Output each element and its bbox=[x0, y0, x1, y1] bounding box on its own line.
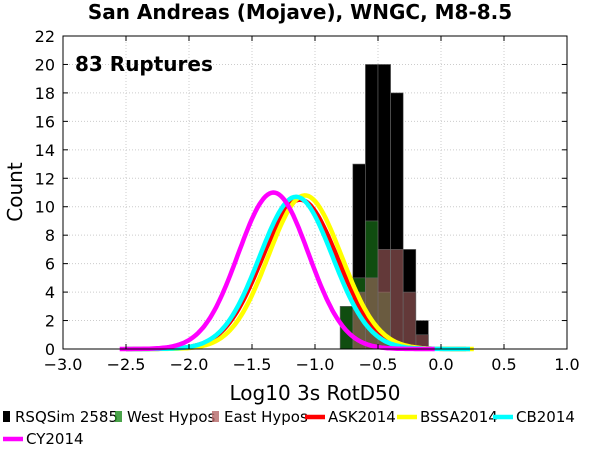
x-tick-label: −3.0 bbox=[44, 355, 83, 374]
legend-label-cb2014: CB2014 bbox=[516, 408, 575, 426]
legend-label-ask2014: ASK2014 bbox=[328, 408, 396, 426]
x-tick-label: 1.0 bbox=[554, 355, 579, 374]
x-tick-label: −1.0 bbox=[296, 355, 335, 374]
x-tick-label: −2.0 bbox=[170, 355, 209, 374]
legend-swatch-west-hypos bbox=[115, 411, 122, 422]
legend-label-rsqsim-2585: RSQSim 2585 bbox=[15, 408, 118, 426]
y-tick-label: 2 bbox=[45, 312, 55, 331]
y-tick-label: 8 bbox=[45, 226, 55, 245]
y-tick-label: 14 bbox=[35, 141, 55, 160]
legend-label-bssa2014: BSSA2014 bbox=[420, 408, 498, 426]
legend-swatch-east-hypos bbox=[212, 411, 219, 422]
y-tick-label: 22 bbox=[35, 27, 55, 46]
curve-cy2014 bbox=[119, 190, 435, 352]
x-tick-label: 0.0 bbox=[428, 355, 453, 374]
histogram-bars bbox=[339, 64, 429, 350]
chart-title: San Andreas (Mojave), WNGC, M8-8.5 bbox=[88, 0, 512, 24]
legend-label-east-hypos: East Hypos bbox=[224, 408, 308, 426]
gmm-curves bbox=[119, 190, 474, 352]
x-tick-label: −2.5 bbox=[107, 355, 146, 374]
x-tick-label: −0.5 bbox=[359, 355, 398, 374]
y-tick-label: 12 bbox=[35, 169, 55, 188]
y-tick-label: 18 bbox=[35, 84, 55, 103]
gridlines bbox=[62, 35, 568, 350]
legend-label-west-hypos: West Hypos bbox=[127, 408, 216, 426]
legend: RSQSim 2585 West Hypos East Hypos ASK2014 BS… bbox=[3, 408, 575, 448]
axis-ticks: −3.0 −2.5 −2.0 −1.5 −1.0 −0.5 0.0 0.5 1.0 0 2 4 6 8 10… bbox=[35, 27, 580, 374]
legend-label-cy2014: CY2014 bbox=[26, 430, 84, 448]
y-axis-title: Count bbox=[3, 162, 27, 222]
x-tick-label: 0.5 bbox=[491, 355, 516, 374]
y-tick-label: 4 bbox=[45, 283, 55, 302]
y-tick-label: 10 bbox=[35, 198, 55, 217]
bar-east-hypos bbox=[402, 291, 417, 350]
x-axis-title: Log10 3s RotD50 bbox=[230, 381, 401, 405]
ruptures-annotation: 83 Ruptures bbox=[75, 52, 213, 76]
bar-east-hypos bbox=[390, 249, 404, 350]
y-tick-label: 6 bbox=[45, 255, 55, 274]
legend-swatch-rsqsim-2585 bbox=[3, 411, 10, 422]
x-tick-label: −1.5 bbox=[233, 355, 272, 374]
y-tick-label: 0 bbox=[45, 340, 55, 359]
y-tick-label: 16 bbox=[35, 112, 55, 131]
y-tick-label: 20 bbox=[35, 55, 55, 74]
